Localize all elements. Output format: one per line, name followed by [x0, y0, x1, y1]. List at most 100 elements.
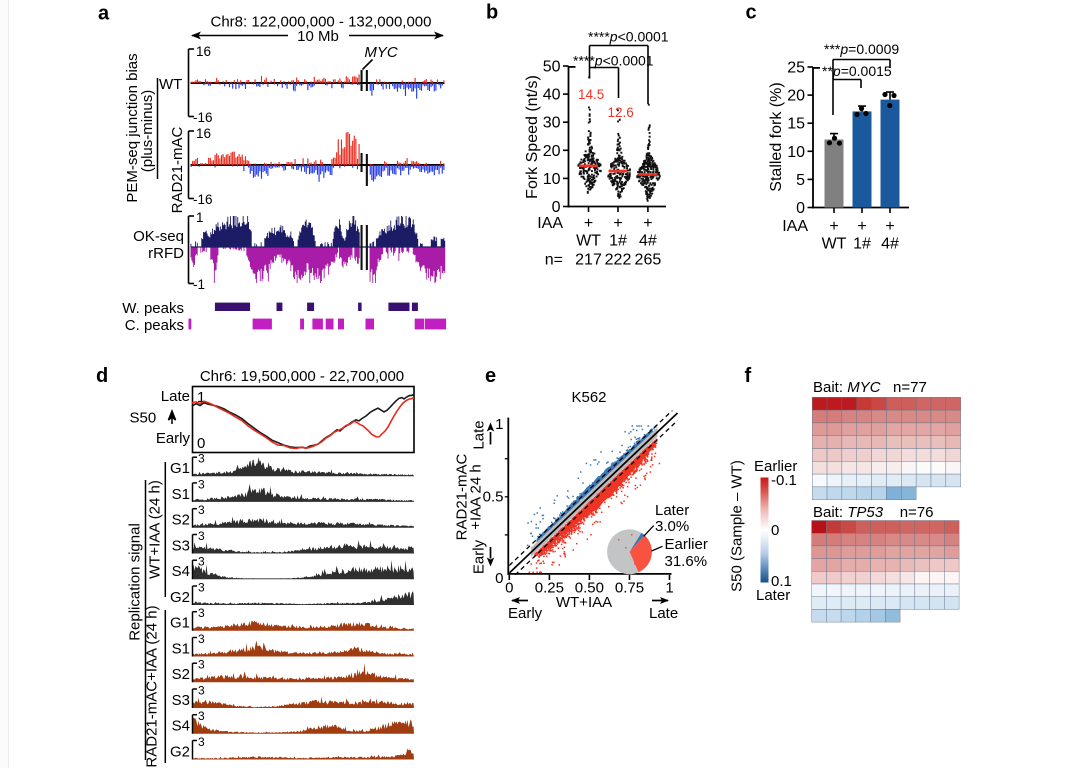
- svg-text:1#: 1#: [609, 233, 627, 250]
- svg-text:10: 10: [787, 144, 805, 161]
- svg-text:16: 16: [196, 44, 211, 59]
- svg-text:3: 3: [198, 503, 205, 517]
- svg-text:a: a: [98, 2, 110, 24]
- svg-text:S1: S1: [172, 486, 190, 503]
- svg-text:Chr8: 122,000,000 - 132,000,00: Chr8: 122,000,000 - 132,000,000: [210, 14, 431, 31]
- svg-text:S3: S3: [172, 692, 190, 709]
- svg-text:31.6%: 31.6%: [665, 553, 708, 570]
- svg-text:40: 40: [543, 87, 561, 104]
- svg-text:20: 20: [543, 143, 561, 160]
- svg-text:S3: S3: [172, 538, 190, 555]
- svg-text:Later: Later: [756, 587, 790, 604]
- svg-text:10: 10: [543, 171, 561, 188]
- svg-text:WT+IAA: WT+IAA: [556, 594, 612, 611]
- svg-text:3: 3: [198, 709, 205, 723]
- svg-text:0.25: 0.25: [535, 580, 564, 597]
- svg-text:217: 217: [575, 252, 602, 269]
- svg-text:+: +: [829, 218, 838, 235]
- svg-text:30: 30: [543, 115, 561, 132]
- svg-text:C. peaks: C. peaks: [125, 317, 184, 334]
- svg-text:3: 3: [198, 529, 205, 543]
- svg-text:3: 3: [198, 606, 205, 620]
- svg-text:G1: G1: [170, 460, 190, 477]
- svg-text:4#: 4#: [639, 233, 657, 250]
- svg-text:W. peaks: W. peaks: [122, 300, 184, 317]
- svg-text:rRFD: rRFD: [148, 245, 184, 262]
- svg-text:PEM-seq junction bias: PEM-seq junction bias: [124, 53, 141, 202]
- svg-text:Early: Early: [508, 605, 543, 622]
- svg-text:WT: WT: [159, 76, 182, 93]
- svg-text:IAA: IAA: [782, 218, 808, 235]
- svg-text:Bait: TP53 n=76: Bait: TP53 n=76: [813, 504, 934, 521]
- svg-text:+: +: [613, 215, 622, 232]
- svg-text:(plus-minus): (plus-minus): [139, 90, 156, 173]
- svg-text:0: 0: [771, 522, 779, 539]
- svg-text:S50 (Sample – WT): S50 (Sample – WT): [729, 460, 746, 592]
- svg-text:Late: Late: [471, 420, 488, 449]
- svg-text:+: +: [643, 215, 652, 232]
- svg-text:Late: Late: [649, 605, 678, 622]
- svg-text:MYC: MYC: [364, 44, 398, 61]
- svg-text:0.1: 0.1: [771, 573, 792, 590]
- svg-text:Bait: MYC n=77: Bait: MYC n=77: [813, 379, 927, 396]
- svg-text:K562: K562: [571, 389, 606, 406]
- svg-text:0.5: 0.5: [483, 489, 504, 506]
- svg-text:S2: S2: [172, 666, 190, 683]
- svg-text:0: 0: [552, 199, 561, 216]
- svg-text:1: 1: [196, 210, 204, 225]
- svg-text:IAA: IAA: [537, 215, 563, 232]
- svg-text:+: +: [885, 218, 894, 235]
- svg-text:10 Mb: 10 Mb: [297, 28, 339, 45]
- svg-text:Earlier: Earlier: [754, 458, 797, 475]
- svg-text:0.75: 0.75: [615, 580, 644, 597]
- svg-text:**p=0.0015: **p=0.0015: [822, 63, 892, 79]
- svg-text:G1: G1: [170, 615, 190, 632]
- svg-text:Later: Later: [655, 502, 689, 519]
- svg-text:1: 1: [197, 389, 205, 406]
- svg-text:16: 16: [196, 126, 211, 141]
- svg-text:12.6: 12.6: [608, 105, 634, 120]
- svg-text:3: 3: [198, 632, 205, 646]
- svg-text:3: 3: [198, 581, 205, 595]
- svg-text:+: +: [857, 218, 866, 235]
- svg-text:f: f: [745, 365, 752, 387]
- svg-text:e: e: [485, 365, 496, 387]
- svg-text:Late: Late: [161, 388, 190, 405]
- svg-text:n=: n=: [545, 252, 563, 269]
- svg-text:WT: WT: [576, 233, 601, 250]
- svg-text:S1: S1: [172, 641, 190, 658]
- svg-text:3: 3: [198, 452, 205, 466]
- svg-text:-0.1: -0.1: [771, 472, 797, 489]
- svg-text:OK-seq: OK-seq: [133, 228, 184, 245]
- svg-text:3: 3: [198, 735, 205, 749]
- svg-text:Stalled fork (%): Stalled fork (%): [768, 82, 785, 191]
- svg-text:0: 0: [505, 580, 513, 597]
- svg-text:-16: -16: [193, 192, 213, 207]
- svg-text:S4: S4: [172, 563, 190, 580]
- svg-text:3: 3: [198, 658, 205, 672]
- svg-text:RAD21-mAC: RAD21-mAC: [454, 453, 471, 540]
- svg-text:Chr6: 19,500,000 - 22,700,000: Chr6: 19,500,000 - 22,700,000: [200, 368, 404, 385]
- svg-text:1#: 1#: [853, 236, 871, 253]
- svg-text:G2: G2: [170, 589, 190, 606]
- svg-text:Early: Early: [471, 539, 488, 574]
- svg-text:RAD21-mAC: RAD21-mAC: [169, 126, 186, 213]
- svg-text:RAD21-mAC+IAA (24 h): RAD21-mAC+IAA (24 h): [144, 605, 161, 767]
- svg-text:222: 222: [605, 252, 632, 269]
- svg-text:c: c: [746, 1, 757, 23]
- svg-text:S50: S50: [130, 410, 157, 427]
- svg-text:-16: -16: [193, 110, 213, 125]
- svg-text:+: +: [584, 215, 593, 232]
- svg-text:0: 0: [495, 570, 503, 587]
- svg-text:25: 25: [787, 60, 805, 77]
- svg-text:S4: S4: [172, 718, 190, 735]
- svg-text:-1: -1: [193, 277, 205, 292]
- svg-text:S2: S2: [172, 512, 190, 529]
- svg-text:***p=0.0009: ***p=0.0009: [824, 41, 899, 57]
- svg-text:0: 0: [197, 435, 205, 452]
- svg-text:5: 5: [796, 172, 805, 189]
- svg-text:Replication signal: Replication signal: [127, 523, 144, 641]
- svg-text:3: 3: [198, 555, 205, 569]
- svg-text:+IAA 24 h: +IAA 24 h: [468, 464, 485, 529]
- svg-text:Fork Speed (nt/s): Fork Speed (nt/s): [524, 75, 541, 199]
